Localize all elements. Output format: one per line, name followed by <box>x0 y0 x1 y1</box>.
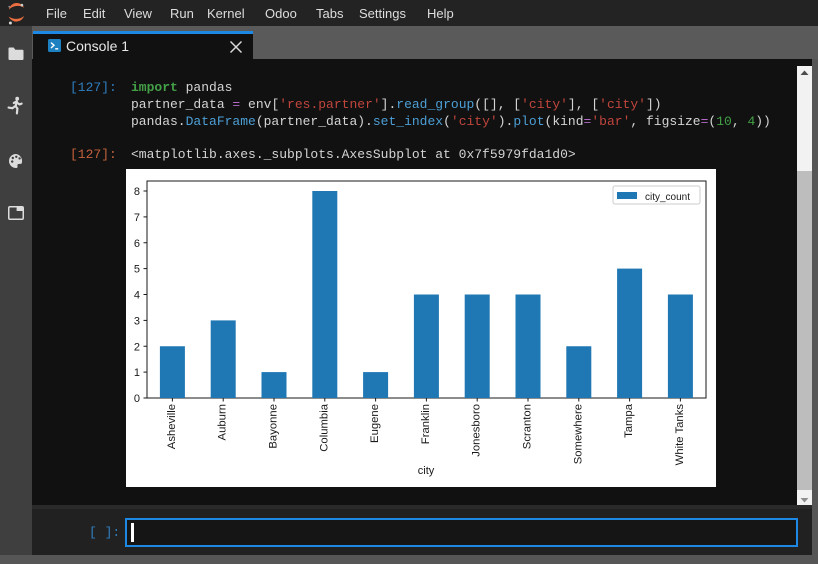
svg-text:2: 2 <box>134 341 140 353</box>
svg-text:White Tanks: White Tanks <box>674 404 686 466</box>
svg-text:6: 6 <box>134 238 140 250</box>
svg-text:Somewhere: Somewhere <box>572 404 584 464</box>
svg-text:city_count: city_count <box>645 192 690 203</box>
svg-text:0: 0 <box>134 393 140 405</box>
svg-text:Bayonne: Bayonne <box>268 404 280 449</box>
svg-text:7: 7 <box>134 212 140 224</box>
svg-text:Franklin: Franklin <box>420 404 432 444</box>
svg-text:4: 4 <box>134 290 140 302</box>
svg-text:8: 8 <box>134 186 140 198</box>
svg-text:Eugene: Eugene <box>369 404 381 443</box>
svg-text:Jonesboro: Jonesboro <box>471 404 483 457</box>
svg-text:5: 5 <box>134 264 140 276</box>
svg-text:Tampa: Tampa <box>623 403 635 438</box>
svg-text:Auburn: Auburn <box>217 404 229 440</box>
svg-text:1: 1 <box>134 367 140 379</box>
svg-text:Columbia: Columbia <box>318 403 330 451</box>
svg-text:city: city <box>418 465 435 477</box>
svg-text:Scranton: Scranton <box>522 404 534 449</box>
svg-text:Asheville: Asheville <box>166 404 178 449</box>
svg-text:3: 3 <box>134 315 140 327</box>
